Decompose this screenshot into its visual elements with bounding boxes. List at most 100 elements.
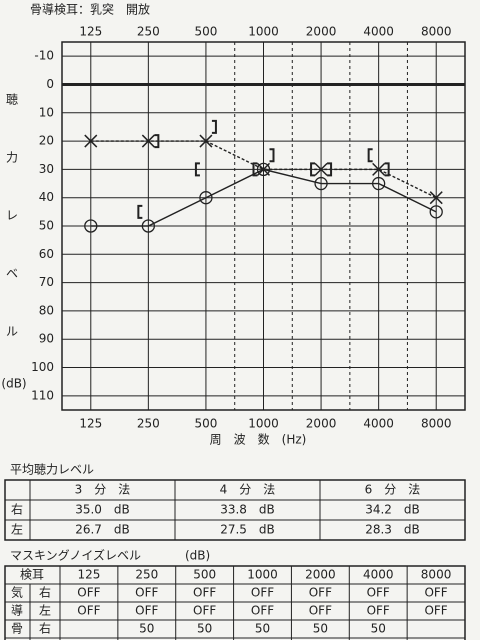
table-frame <box>4 479 466 541</box>
table-cell: 35.0 dB <box>75 503 130 517</box>
table-cell: OFF <box>424 604 447 618</box>
table-header: 検耳 <box>20 568 44 582</box>
marker-circle <box>141 219 156 233</box>
x-tick-label: 8000 <box>421 417 452 431</box>
table-header: 250 <box>135 568 158 582</box>
x-tick-label-top: 8000 <box>421 25 452 39</box>
x-tick-label-top: 125 <box>79 25 102 39</box>
table-cell: 34.2 dB <box>365 503 420 517</box>
y-tick-label: 50 <box>39 219 54 233</box>
row-label: 左 <box>11 522 23 537</box>
marker-cross <box>372 162 386 176</box>
table-cell: 50 <box>371 622 386 636</box>
marker-bracket-left <box>367 148 373 163</box>
marker-bracket-right <box>154 134 160 149</box>
table-cell: 26.7 dB <box>75 523 130 537</box>
table-cell: OFF <box>309 586 332 600</box>
chart-title: 骨導検耳：乳突 開放 <box>30 2 150 17</box>
marker-cross <box>314 162 328 176</box>
table-cell: 33.8 dB <box>220 503 275 517</box>
table-header: 125 <box>77 568 100 582</box>
y-tick-label: 90 <box>39 332 54 346</box>
marker-circle <box>199 191 213 205</box>
x-tick-label: 125 <box>79 417 102 431</box>
table-header: 4000 <box>363 568 394 582</box>
y-axis-label: 聴 <box>6 93 18 107</box>
marker-bracket-left <box>137 204 143 219</box>
x-axis-label: 周 波 数 (Hz) <box>210 432 307 447</box>
marker-circle <box>84 219 98 233</box>
y-axis-label: 力 <box>6 151 18 165</box>
y-tick-label: 110 <box>31 388 54 402</box>
x-tick-label-top: 1000 <box>248 25 279 39</box>
table-header: 4 分 法 <box>220 483 276 497</box>
table-unit: (dB) <box>185 549 210 563</box>
marker-cross <box>141 134 155 148</box>
table-cell: OFF <box>193 586 216 600</box>
table-cell: OFF <box>77 586 100 600</box>
y-axis-label: ル <box>6 325 18 339</box>
y-axis-label: レ <box>6 209 18 223</box>
x-tick-label-top: 2000 <box>306 25 337 39</box>
x-tick-label: 500 <box>194 417 217 431</box>
x-tick-label: 1000 <box>248 417 279 431</box>
marker-bracket-left <box>194 162 200 177</box>
y-tick-label: -10 <box>34 49 54 63</box>
row-label: 左 <box>39 603 51 618</box>
table-cell: OFF <box>251 604 274 618</box>
row-label: 右 <box>11 502 23 517</box>
table-frame <box>4 565 466 640</box>
table-header: 1000 <box>247 568 278 582</box>
marker-cross <box>199 134 213 148</box>
y-tick-label: 30 <box>39 162 54 176</box>
marker-bracket-right <box>269 148 275 163</box>
table-header: 2000 <box>305 568 336 582</box>
table-cell: 50 <box>139 622 154 636</box>
marker-circle <box>429 205 443 219</box>
y-axis-label: ベ <box>6 267 18 281</box>
table-cell: OFF <box>367 604 390 618</box>
marker-bracket-right <box>211 119 217 134</box>
table-cell: OFF <box>424 586 447 600</box>
x-tick-label-top: 500 <box>194 25 217 39</box>
y-tick-label: 10 <box>39 105 54 119</box>
table-header: 3 分 法 <box>75 483 131 497</box>
y-tick-label: 80 <box>39 303 54 317</box>
table-cell: 27.5 dB <box>220 523 275 537</box>
y-axis-unit: (dB) <box>1 377 26 391</box>
row-label: 右 <box>39 621 51 636</box>
table-header: 6 分 法 <box>365 483 421 497</box>
x-tick-label-top: 4000 <box>363 25 394 39</box>
x-tick-label: 4000 <box>363 417 394 431</box>
table-title: マスキングノイズレベル <box>10 548 141 563</box>
marker-bracket-left <box>310 162 316 177</box>
marker-circle <box>371 176 386 191</box>
table-title: 平均聴力レベル <box>10 463 94 477</box>
marker-cross <box>256 162 271 176</box>
y-tick-label: 40 <box>39 190 54 204</box>
table-cell: OFF <box>135 586 158 600</box>
y-tick-label: 100 <box>31 360 54 374</box>
x-tick-label: 250 <box>137 417 160 431</box>
y-tick-label: 20 <box>39 134 54 148</box>
x-tick-label: 2000 <box>306 417 337 431</box>
y-tick-label: 60 <box>39 247 54 261</box>
marker-circle <box>314 176 328 191</box>
table-cell: 50 <box>313 622 328 636</box>
table-cell: OFF <box>193 604 216 618</box>
table-cell: OFF <box>367 586 390 600</box>
table-cell: 50 <box>255 622 270 636</box>
marker-bracket-left <box>252 162 258 177</box>
table-header: 500 <box>193 568 216 582</box>
table-cell: 28.3 dB <box>365 523 420 537</box>
table-header: 8000 <box>421 568 452 582</box>
table-cell: OFF <box>77 604 100 618</box>
table-cell: OFF <box>135 604 158 618</box>
row-group: 骨 <box>11 622 23 636</box>
marker-cross <box>429 191 443 205</box>
marker-bracket-right <box>384 162 390 177</box>
row-group: 導 <box>11 604 23 618</box>
row-label: 右 <box>39 585 51 600</box>
